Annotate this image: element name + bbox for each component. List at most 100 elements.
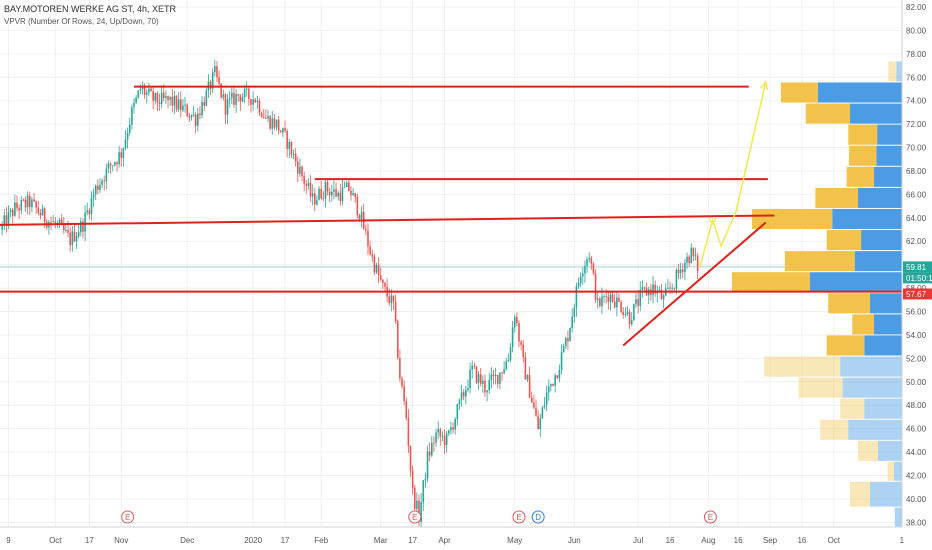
candle-up [80, 221, 82, 233]
candle-up [579, 276, 582, 283]
time-tick-label: Sep [763, 536, 778, 545]
candle-down [399, 357, 401, 379]
candle-up [456, 404, 459, 420]
candle-down [109, 163, 112, 166]
candle-down [11, 209, 14, 216]
candle-down [37, 207, 40, 213]
price-tag [903, 261, 932, 273]
candle-down [284, 128, 286, 132]
event-marker-e[interactable] [703, 510, 717, 524]
candle-down [220, 83, 223, 98]
candle-up [586, 259, 588, 266]
candle-down [401, 378, 403, 387]
candle-up [211, 72, 214, 89]
candle-up [341, 187, 344, 201]
vp-bar-down [826, 230, 862, 251]
candle-down [254, 99, 257, 103]
time-tick-label: Feb [314, 536, 328, 545]
price-tag [903, 272, 932, 284]
candle-up [77, 232, 80, 237]
candle-up [107, 163, 110, 169]
candle-up [616, 297, 618, 308]
candle-up [101, 180, 103, 185]
candle-down [218, 77, 220, 84]
candle-down [660, 290, 663, 300]
candle-up [141, 87, 144, 90]
candle-up [252, 99, 254, 105]
candle-up [420, 502, 422, 522]
candle-up [652, 284, 654, 296]
candle-up [601, 296, 603, 307]
candle-down [320, 188, 322, 199]
candle-up [562, 346, 565, 353]
candle-up [160, 92, 163, 105]
support-line[interactable] [0, 214, 775, 226]
candle-down [233, 92, 235, 105]
price-tags: 59.81 01:50:12 57.67 [903, 261, 932, 300]
candle-down [590, 257, 593, 264]
projection-line[interactable] [699, 81, 767, 268]
candle-down [277, 119, 280, 131]
candle-down [175, 95, 178, 110]
candle-up [173, 95, 176, 106]
candle-up [105, 168, 108, 182]
candle-up [324, 182, 327, 199]
candle-down [552, 383, 554, 386]
candle-down [50, 221, 52, 223]
event-marker-label: E [125, 513, 130, 522]
vp-bar-up [861, 230, 902, 251]
candle-down [677, 270, 680, 274]
candle-down [556, 375, 559, 379]
event-marker-e[interactable] [408, 510, 422, 524]
time-tick-label: May [507, 536, 522, 545]
vp-bar-up [832, 208, 902, 230]
candle-down [188, 116, 191, 118]
candle-up [41, 208, 44, 216]
candle-down [439, 429, 442, 437]
candle-up [550, 383, 552, 387]
candle-down [39, 212, 42, 216]
candle-down [260, 113, 263, 118]
candle-down [496, 374, 499, 384]
projection-arrowhead [760, 80, 769, 90]
candle-up [488, 380, 491, 391]
candle-down [63, 223, 65, 231]
candle-up [197, 113, 199, 126]
candle-down [520, 341, 522, 345]
candle-down [250, 99, 252, 105]
candle-up [333, 189, 335, 192]
candle-up [684, 262, 686, 272]
candle-up [624, 314, 627, 315]
candle-down [396, 320, 399, 358]
candle-up [118, 152, 120, 165]
event-marker-e[interactable] [512, 510, 526, 524]
candle-down [516, 316, 518, 324]
candle-down [622, 311, 625, 315]
candle-up [20, 199, 23, 211]
candle-up [177, 99, 180, 110]
price-tag-label: 59.81 [906, 263, 927, 272]
vp-bar-down [852, 314, 874, 335]
candle-up [679, 269, 682, 274]
grid [0, 0, 903, 527]
price-tick-label: 42.00 [906, 471, 927, 480]
event-marker-label: E [708, 513, 713, 522]
candle-up [137, 90, 140, 98]
candle-up [547, 386, 550, 393]
candle-down [369, 246, 371, 255]
candle-down [262, 117, 265, 118]
candle-down [350, 190, 352, 196]
event-marker-e[interactable] [121, 510, 135, 524]
vp-bar-down [846, 166, 874, 187]
candle-up [14, 202, 16, 216]
candle-up [145, 92, 148, 95]
trendline-line[interactable] [622, 221, 767, 347]
event-marker-d[interactable] [531, 510, 545, 524]
vp-bar-up [896, 61, 902, 82]
candle-up [416, 500, 418, 509]
candle-up [135, 97, 137, 103]
candle-down [618, 297, 620, 302]
candle-down [88, 210, 91, 215]
price-tick-label: 66.00 [906, 190, 927, 199]
